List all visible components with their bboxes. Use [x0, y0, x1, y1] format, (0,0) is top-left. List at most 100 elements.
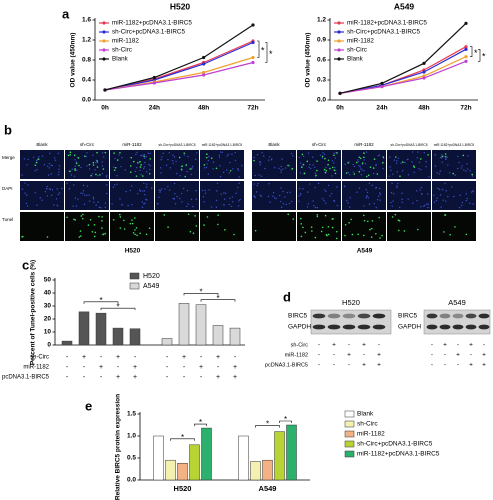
condition-sign: + [482, 362, 486, 369]
apoptotic-dot [189, 230, 192, 233]
nucleus-dot [36, 168, 38, 171]
nucleus-dot [41, 199, 43, 201]
nucleus-dot [26, 205, 29, 207]
nucleus-dot [400, 162, 402, 164]
nucleus-dot [97, 174, 99, 177]
apoptotic-dot [131, 222, 134, 225]
apoptotic-dot [206, 216, 209, 218]
nucleus-dot [171, 159, 174, 162]
x-tick-label: 24h [149, 105, 160, 112]
nucleus-dot [284, 167, 287, 169]
apoptotic-dot [316, 160, 318, 162]
apoptotic-dot [371, 220, 374, 222]
apoptotic-dot [217, 214, 219, 216]
nucleus-dot [416, 190, 418, 192]
significance-label: * [269, 49, 273, 59]
column-label: miR-1182 [354, 142, 374, 147]
nucleus-dot [453, 195, 455, 198]
nucleus-dot [73, 184, 75, 186]
bar [178, 303, 190, 346]
micrograph [200, 212, 244, 241]
nucleus-dot [196, 152, 198, 154]
apoptotic-dot [73, 154, 76, 157]
blot-band [452, 313, 464, 319]
bar [95, 312, 107, 346]
nucleus-dot [220, 193, 222, 195]
nucleus-dot [76, 169, 78, 171]
apoptotic-dot [217, 223, 219, 226]
apoptotic-dot [363, 152, 365, 154]
nucleus-dot [268, 156, 271, 158]
nucleus-dot [141, 154, 143, 156]
nucleus-dot [379, 199, 381, 201]
blot-title: A549 [448, 298, 466, 307]
nucleus-dot [56, 188, 58, 190]
significance-bracket [478, 49, 481, 62]
nucleus-dot [116, 183, 118, 186]
nucleus-dot [325, 202, 327, 204]
apoptotic-dot [324, 171, 327, 174]
apoptotic-dot [131, 219, 133, 221]
apoptotic-dot [375, 233, 377, 235]
nucleus-dot [358, 187, 361, 189]
apoptotic-dot [347, 162, 349, 164]
nucleus-dot [442, 199, 444, 201]
nucleus-dot [218, 154, 221, 156]
nucleus-dot [103, 156, 105, 158]
nucleus-dot [127, 205, 129, 207]
significance-label: * [261, 46, 265, 56]
nucleus-dot [416, 157, 418, 159]
nucleus-dot [186, 170, 188, 173]
nucleus-dot [313, 204, 315, 207]
nucleus-dot [472, 190, 474, 192]
micrograph [387, 150, 431, 179]
nucleus-dot [401, 192, 403, 195]
nucleus-dot [101, 165, 104, 167]
line-series [339, 60, 467, 94]
legend-swatch [344, 440, 355, 448]
column-label: sh-Circ [80, 142, 95, 147]
nucleus-dot [334, 157, 337, 159]
nucleus-dot [298, 195, 300, 197]
apoptotic-dot [465, 233, 468, 236]
apoptotic-dot [373, 158, 376, 160]
nucleus-dot [365, 188, 367, 191]
x-tick-label: 24h [376, 105, 387, 112]
nucleus-dot [53, 157, 56, 159]
apoptotic-dot [291, 167, 294, 170]
nucleus-dot [352, 163, 354, 166]
nucleus-dot [159, 189, 162, 192]
line-series [339, 22, 467, 94]
apoptotic-dot [301, 153, 304, 156]
condition-sign: - [100, 374, 103, 381]
nucleus-dot [27, 158, 29, 161]
apoptotic-dot [96, 151, 98, 154]
y-tick-label: 1.2 [317, 17, 326, 24]
nucleus-dot [363, 205, 365, 207]
nucleus-dot [254, 174, 256, 177]
nucleus-dot [88, 200, 91, 202]
nucleus-dot [378, 154, 381, 156]
apoptotic-dot [80, 215, 83, 217]
legend-label: Blank [112, 56, 129, 63]
significance-bracket [200, 299, 236, 302]
nucleus-dot [472, 203, 474, 205]
bar [238, 435, 249, 481]
nucleus-dot [138, 189, 141, 191]
nucleus-dot [393, 159, 396, 161]
apoptotic-dot [98, 215, 100, 218]
nucleus-dot [167, 158, 169, 161]
apoptotic-dot [129, 222, 132, 225]
condition-sign: - [66, 364, 69, 371]
column-label: miR-1182+pcDNA3.1-BIRC5 [202, 143, 243, 147]
apoptotic-dot [323, 168, 326, 171]
nucleus-dot [280, 169, 282, 171]
nucleus-dot [299, 162, 302, 164]
apoptotic-dot [82, 217, 84, 220]
nucleus-dot [438, 173, 441, 175]
nucleus-dot [125, 190, 127, 193]
nucleus-dot [311, 156, 314, 158]
apoptotic-dot [135, 226, 138, 229]
nucleus-dot [24, 192, 26, 194]
micrograph [297, 212, 341, 241]
